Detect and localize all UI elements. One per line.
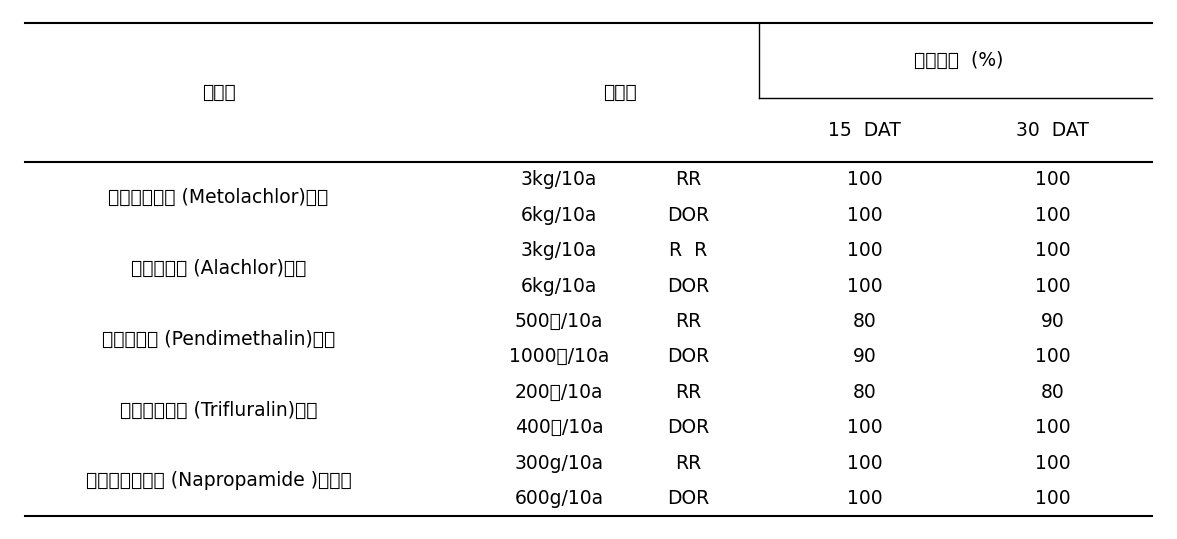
Text: 90: 90 [1040,312,1064,331]
Text: RR: RR [676,383,701,402]
Text: 메톨라클로르 (Metolachlor)입제: 메톨라클로르 (Metolachlor)입제 [108,188,328,207]
Text: 3kg/10a: 3kg/10a [521,241,598,260]
Text: 100: 100 [1035,348,1070,367]
Text: 80: 80 [852,383,877,402]
Text: 500㎎/10a: 500㎎/10a [514,312,604,331]
Text: 100: 100 [1035,241,1070,260]
Text: 200㎎/10a: 200㎎/10a [514,383,604,402]
Text: 100: 100 [1035,454,1070,473]
Text: DOR: DOR [667,206,710,225]
Text: RR: RR [676,454,701,473]
Text: R  R: R R [670,241,707,260]
Text: 방제효과  (%): 방제효과 (%) [913,51,1003,70]
Text: 80: 80 [1040,383,1064,402]
Text: 100: 100 [1035,170,1070,189]
Text: RR: RR [676,312,701,331]
Text: 100: 100 [846,277,883,295]
Text: 나프로파마이드 (Napropamide )수화제: 나프로파마이드 (Napropamide )수화제 [86,471,352,490]
Text: 90: 90 [852,348,877,367]
Text: 알라클로르 (Alachlor)입제: 알라클로르 (Alachlor)입제 [131,259,306,278]
Text: 100: 100 [846,206,883,225]
Text: DOR: DOR [667,348,710,367]
Text: 15  DAT: 15 DAT [827,121,900,140]
Text: 30  DAT: 30 DAT [1016,121,1089,140]
Text: 트리플루라린 (Trifluralin)액제: 트리플루라린 (Trifluralin)액제 [120,400,318,419]
Text: 6kg/10a: 6kg/10a [521,277,598,295]
Text: 100: 100 [1035,418,1070,437]
Text: 80: 80 [852,312,877,331]
Text: 펜디메탈린 (Pendimethalin)액제: 펜디메탈린 (Pendimethalin)액제 [102,330,335,349]
Text: DOR: DOR [667,277,710,295]
Text: 6kg/10a: 6kg/10a [521,206,598,225]
Text: 약제명: 약제명 [201,83,235,102]
Text: 100: 100 [1035,277,1070,295]
Text: 300g/10a: 300g/10a [514,454,604,473]
Text: 100: 100 [846,241,883,260]
Text: 100: 100 [846,454,883,473]
Text: DOR: DOR [667,418,710,437]
Text: 100: 100 [846,489,883,508]
Text: 100: 100 [1035,206,1070,225]
Text: 1000㎏/10a: 1000㎏/10a [508,348,610,367]
Text: 400㎎/10a: 400㎎/10a [514,418,604,437]
Text: 체리량: 체리량 [604,83,637,102]
Text: 3kg/10a: 3kg/10a [521,170,598,189]
Text: 100: 100 [1035,489,1070,508]
Text: 600g/10a: 600g/10a [514,489,604,508]
Text: RR: RR [676,170,701,189]
Text: DOR: DOR [667,489,710,508]
Text: 100: 100 [846,418,883,437]
Text: 100: 100 [846,170,883,189]
